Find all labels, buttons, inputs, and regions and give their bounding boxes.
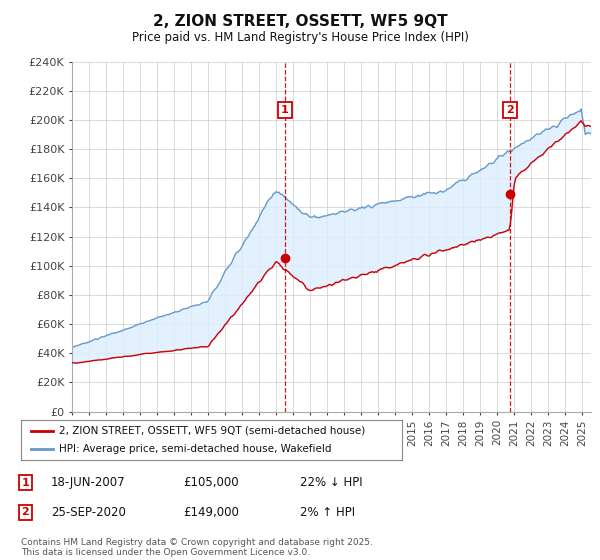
Text: 2: 2 [506,105,514,115]
Text: 2: 2 [22,507,29,517]
Text: £105,000: £105,000 [183,476,239,489]
Text: HPI: Average price, semi-detached house, Wakefield: HPI: Average price, semi-detached house,… [59,445,332,454]
Text: Price paid vs. HM Land Registry's House Price Index (HPI): Price paid vs. HM Land Registry's House … [131,31,469,44]
Text: 18-JUN-2007: 18-JUN-2007 [51,476,125,489]
Text: 2, ZION STREET, OSSETT, WF5 9QT: 2, ZION STREET, OSSETT, WF5 9QT [152,14,448,29]
Text: 1: 1 [281,105,289,115]
Text: 22% ↓ HPI: 22% ↓ HPI [300,476,362,489]
Text: 1: 1 [22,478,29,488]
Text: £149,000: £149,000 [183,506,239,519]
Text: Contains HM Land Registry data © Crown copyright and database right 2025.
This d: Contains HM Land Registry data © Crown c… [21,538,373,557]
Text: 25-SEP-2020: 25-SEP-2020 [51,506,126,519]
Text: 2, ZION STREET, OSSETT, WF5 9QT (semi-detached house): 2, ZION STREET, OSSETT, WF5 9QT (semi-de… [59,426,365,436]
Text: 2% ↑ HPI: 2% ↑ HPI [300,506,355,519]
